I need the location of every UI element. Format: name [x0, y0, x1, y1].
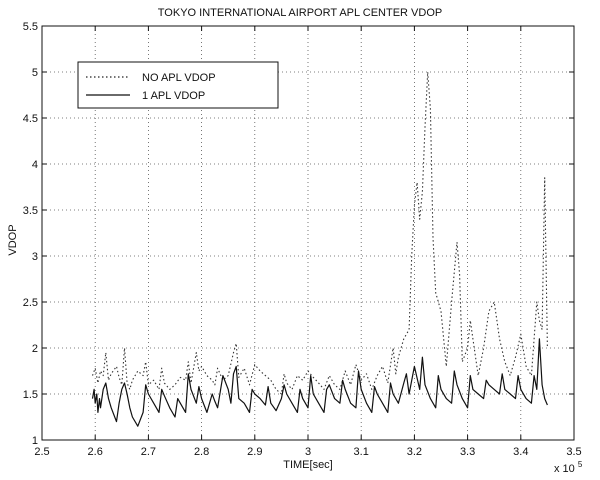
x-tick-label: 2.6 — [88, 446, 103, 458]
y-axis-label: VDOP — [7, 224, 19, 255]
y-tick-label: 1 — [32, 435, 38, 447]
x-axis-multiplier-exponent: 5 — [578, 460, 583, 469]
chart-title: TOKYO INTERNATIONAL AIRPORT APL CENTER V… — [158, 7, 442, 19]
legend-label-one-apl: 1 APL VDOP — [142, 90, 205, 102]
x-tick-label: 3.1 — [354, 446, 369, 458]
y-tick-label: 2 — [32, 343, 38, 355]
legend-label-no-apl: NO APL VDOP — [142, 72, 216, 84]
y-tick-label: 5.5 — [23, 21, 38, 33]
y-tick-label: 3.5 — [23, 205, 38, 217]
y-tick-label: 4 — [32, 159, 38, 171]
x-tick-label: 2.7 — [141, 446, 156, 458]
y-tick-label: 3 — [32, 251, 38, 263]
y-tick-label: 4.5 — [23, 113, 38, 125]
x-tick-label: 3 — [305, 446, 311, 458]
y-tick-label: 2.5 — [23, 297, 38, 309]
x-axis-multiplier: x 10 5 — [554, 460, 583, 475]
x-axis-multiplier-base: x 10 — [554, 463, 575, 475]
x-tick-label: 3.5 — [566, 446, 581, 458]
x-tick-label: 3.3 — [460, 446, 475, 458]
y-tick-label: 5 — [32, 67, 38, 79]
x-tick-label: 3.2 — [407, 446, 422, 458]
series-line-no-apl-vdop — [91, 71, 548, 395]
series-line-1-apl-vdop — [91, 338, 548, 427]
x-tick-label: 2.5 — [34, 446, 49, 458]
legend: NO APL VDOP 1 APL VDOP — [77, 61, 279, 109]
x-tick-label: 2.8 — [194, 446, 209, 458]
x-tick-label: 3.4 — [513, 446, 528, 458]
legend-box — [77, 61, 279, 109]
x-tick-label: 2.9 — [247, 446, 262, 458]
y-tick-label: 1.5 — [23, 389, 38, 401]
axis-ticks: 2.5 2.6 2.7 2.8 2.9 3 3.1 3.2 3.3 3.4 3.5 1 1.5 2 2.5 3… — [23, 21, 582, 458]
x-axis-label: TIME[sec] — [283, 459, 333, 471]
series-layer — [91, 71, 548, 427]
